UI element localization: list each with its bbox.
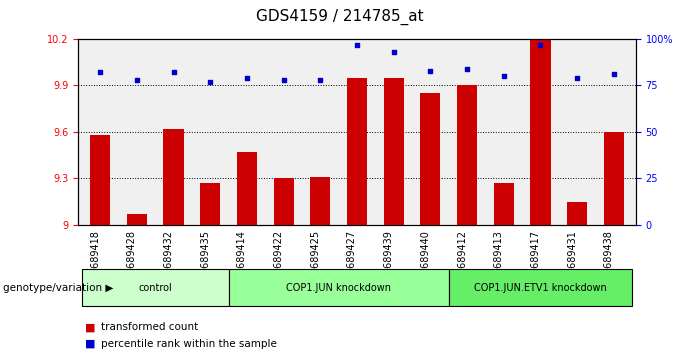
Bar (530, 39, 551, 225)
Bar (163, 129, 184, 225)
Point (462, 66, 473, 72)
Bar (604, 132, 624, 225)
Bar (494, 183, 514, 225)
Bar (90, 135, 110, 225)
Point (131, 77, 142, 82)
Bar (126, 214, 147, 225)
Point (535, 42, 546, 47)
Text: GDS4159 / 214785_at: GDS4159 / 214785_at (256, 9, 424, 25)
Text: genotype/variation ▶: genotype/variation ▶ (3, 282, 114, 293)
Text: COP1.JUN knockdown: COP1.JUN knockdown (286, 282, 391, 293)
Point (241, 75, 252, 81)
Point (425, 68, 436, 73)
Point (95, 69, 105, 75)
Bar (200, 183, 220, 225)
Bar (567, 201, 588, 225)
Text: transformed count: transformed count (101, 322, 198, 332)
Point (278, 77, 289, 82)
Text: control: control (138, 282, 172, 293)
Bar (457, 85, 477, 225)
Text: ■: ■ (85, 322, 95, 332)
Bar (310, 177, 330, 225)
Point (498, 73, 509, 79)
Bar (420, 93, 441, 225)
Point (352, 42, 362, 47)
Text: ■: ■ (85, 339, 95, 349)
Text: percentile rank within the sample: percentile rank within the sample (101, 339, 277, 349)
Point (388, 49, 399, 55)
Text: COP1.JUN.ETV1 knockdown: COP1.JUN.ETV1 knockdown (474, 282, 607, 293)
Bar (347, 78, 367, 225)
Point (572, 75, 583, 81)
Bar (273, 178, 294, 225)
Point (168, 69, 179, 75)
Point (205, 79, 216, 85)
Point (609, 72, 619, 77)
Point (315, 77, 326, 82)
Bar (384, 78, 404, 225)
Bar (237, 152, 257, 225)
